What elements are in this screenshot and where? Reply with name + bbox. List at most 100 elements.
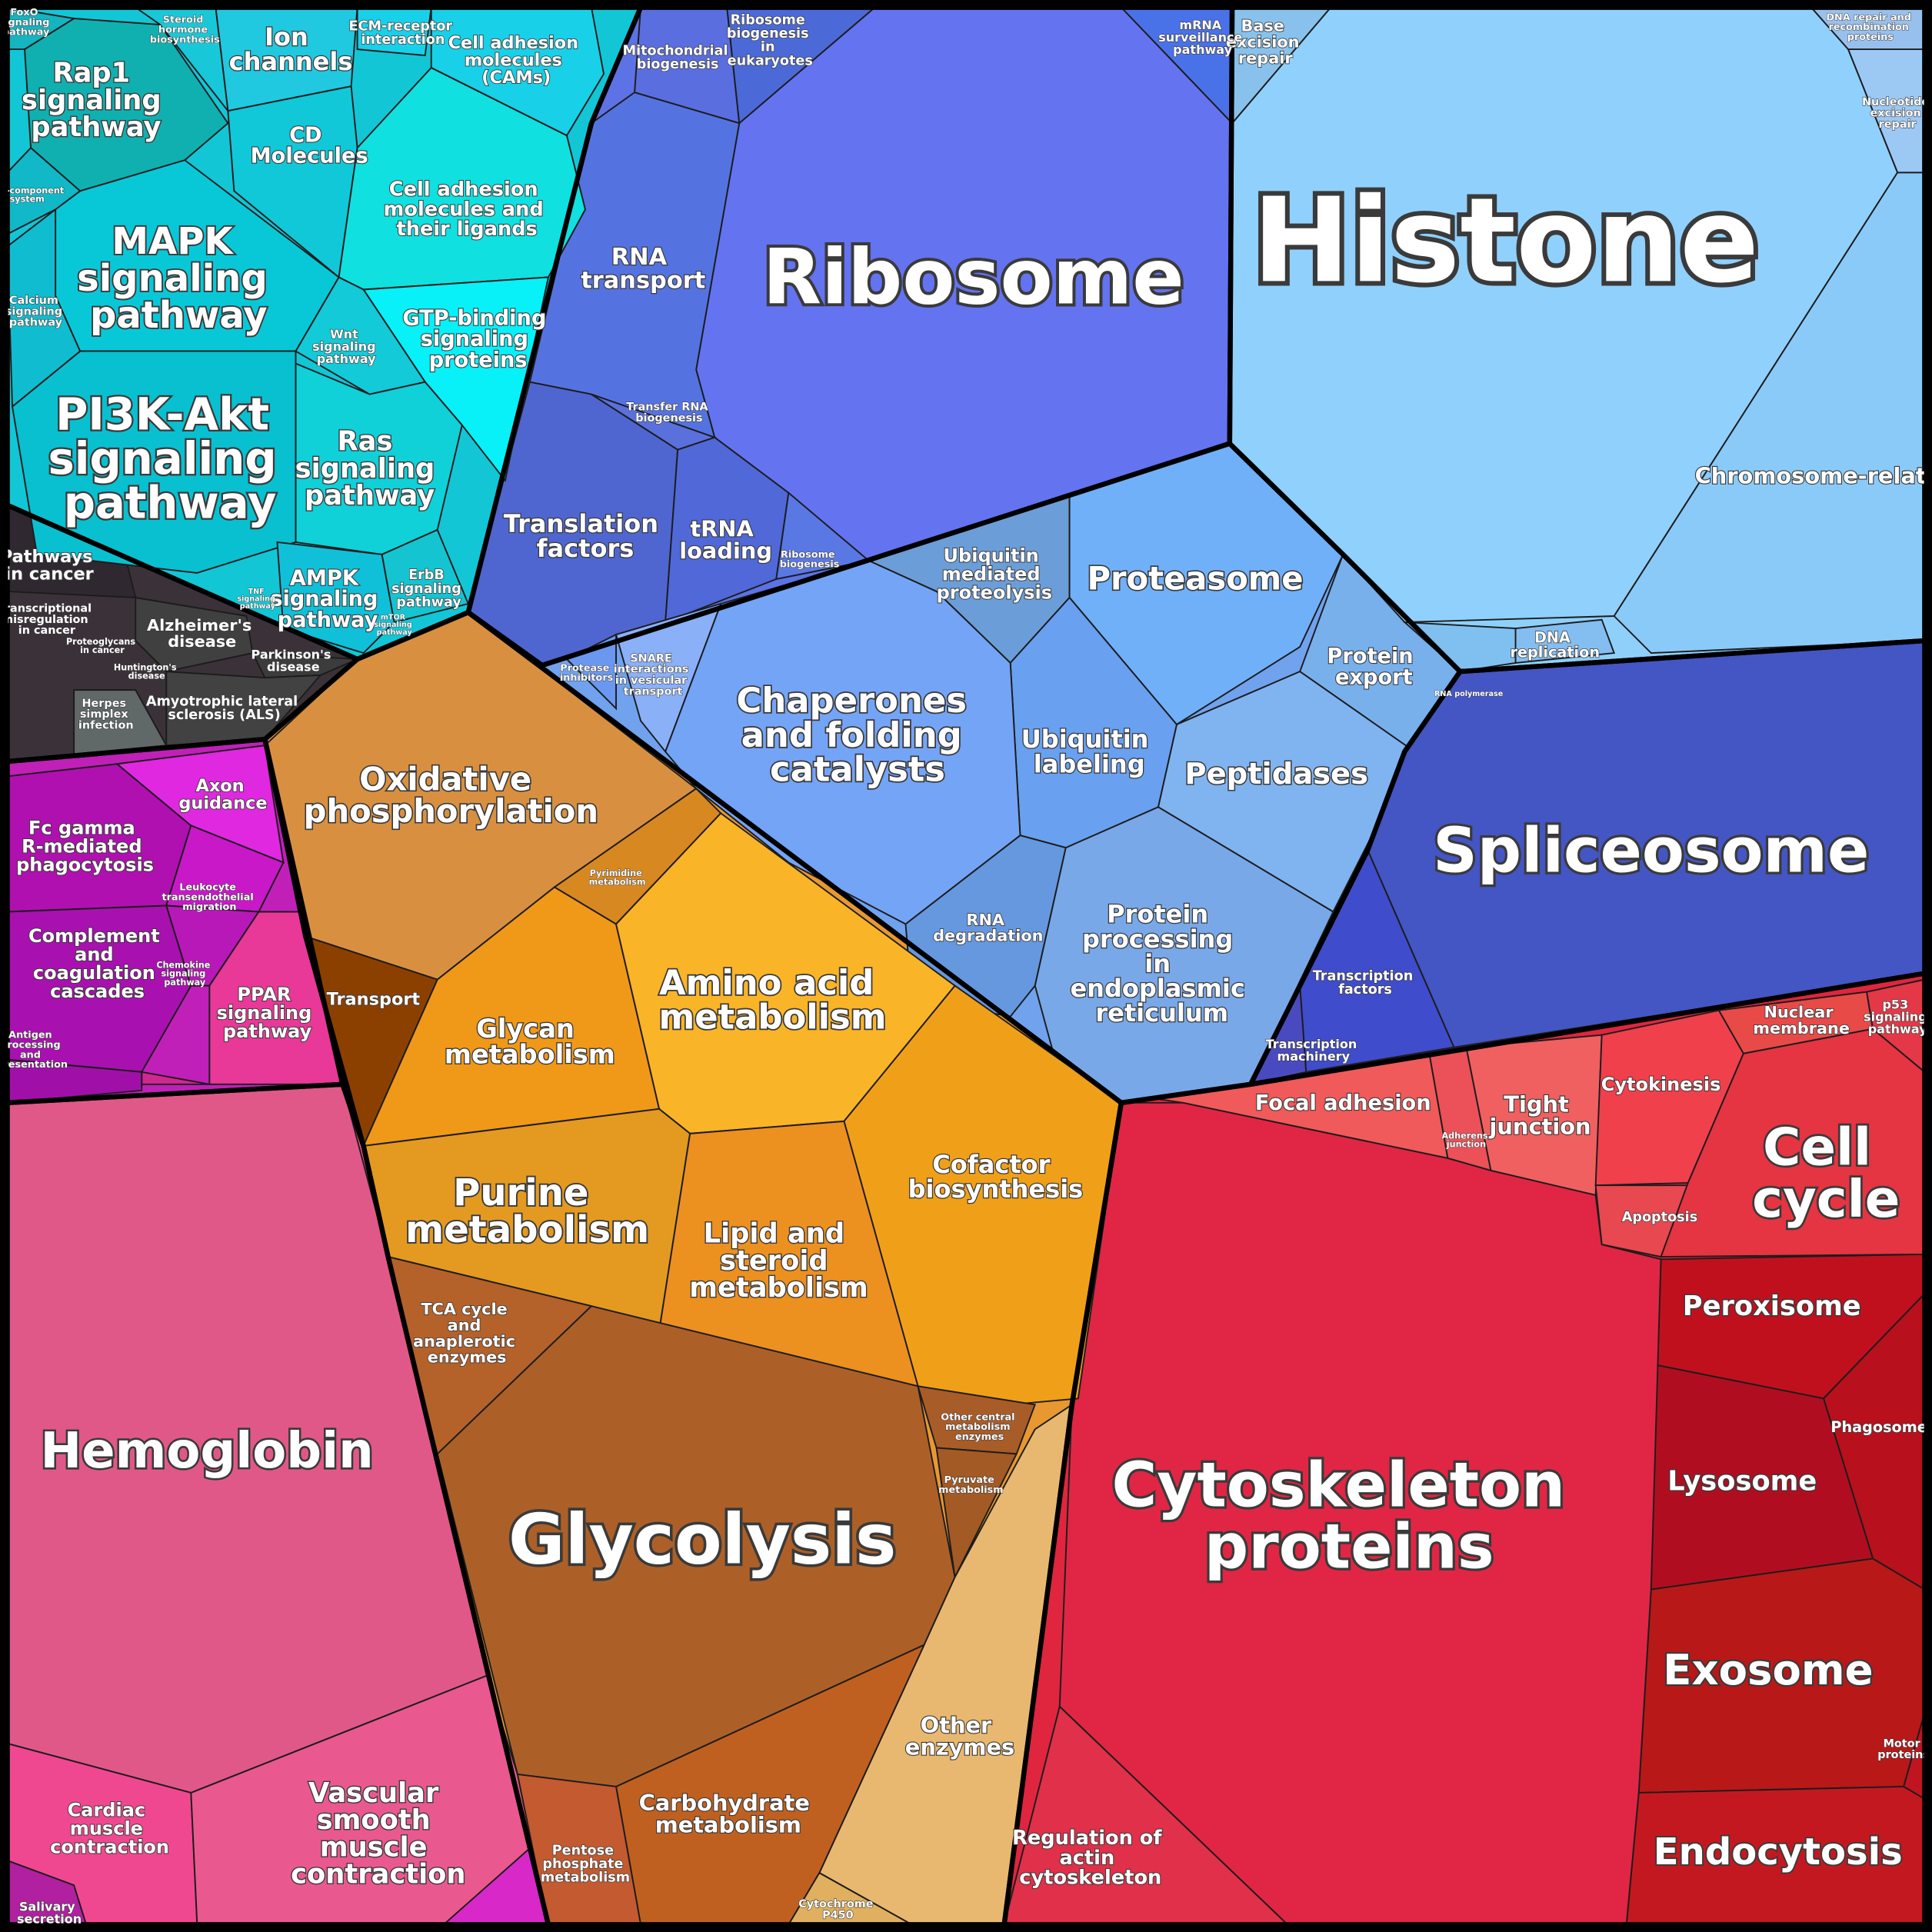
label-line: Phagosome [1830,1418,1927,1436]
cell-label: Exosome [1663,1645,1873,1694]
label-line: Mitochondrial [623,43,733,58]
label-line: membrane [1753,1019,1850,1038]
cell-label: Chromosome-related [1695,462,1932,488]
label-line: loading [679,538,772,564]
label-line: in vesicular [615,675,691,687]
label-line: signaling [295,452,445,484]
label-line: ErbB [408,568,449,583]
cell-label: Amyotrophic lateral sclerosis (ALS) [146,694,303,723]
label-line: pathway [2,26,50,38]
cell-label: Pyrimidine metabolism [589,868,646,887]
cell-label: Alzheimer's disease [147,616,258,651]
label-line: cytoskeleton [1019,1867,1161,1890]
cell-label: Pentose phosphate metabolism [541,1843,630,1885]
label-line: Base [1241,17,1290,35]
label-line: biogenesis [727,26,814,42]
cell-label: Purine metabolism [405,1171,649,1251]
label-line: disease [128,671,165,681]
label-line: Ubiquitin [1021,724,1158,754]
label-line: hormone [158,24,212,35]
cell-label: ECM-receptor interaction [349,18,458,48]
label-line: endoplasmic [1070,974,1254,1003]
label-line: contraction [291,1858,465,1890]
label-line: factors [1338,982,1392,998]
cell-label: Axon guidance [178,776,267,813]
label-line: channels [229,47,353,76]
label-line: Pathways [0,547,98,567]
cell-label: Cytokinesis [1601,1074,1721,1095]
label-line: metabolism [938,1484,1003,1495]
label-line: biosynthesis [150,34,220,45]
label-line: Ras [338,425,402,457]
label-line: Focal adhesion [1255,1091,1431,1114]
label-line: Ribosome [781,548,838,560]
cell-label: Cytochrome P450 [798,1898,877,1921]
cell [6,208,82,408]
label-line: and [448,1316,487,1334]
label-line: inhibitors [560,672,614,684]
cell [935,1447,1018,1580]
label-line: Protease [560,662,613,674]
label-line: pathway [1868,1021,1927,1036]
cell-label: DNA replication [1511,628,1600,661]
label-line: Glycan [476,1013,583,1043]
cell [135,596,254,673]
label-line: Cell [1763,1118,1890,1178]
label-line: pathway [223,1021,312,1042]
label-line: Steroid [163,14,207,25]
label-line: sclerosis (ALS) [168,708,280,723]
cell-label: Fc gamma R-mediated phagocytosis [16,818,154,876]
cell-label: Ion channels [229,22,353,76]
label-line: in [761,40,780,55]
label-line: signaling [5,305,66,318]
label-line: excision [1226,32,1305,51]
label-line: RNA [611,244,675,271]
cell-label: FoxO signaling pathway [0,7,53,38]
label-line: molecules and [384,198,551,221]
cell-label: p53 signaling pathway [1864,997,1931,1036]
label-line: Fc gamma [28,818,142,839]
cell-label: TNF signaling pathway [237,587,278,610]
label-line: CD [289,123,329,147]
label-line: Peptidases [1184,757,1368,791]
cell-label: Proteoglycans in cancer [66,636,138,655]
label-line: signaling [312,339,380,354]
label-line: metabolism [689,1272,868,1304]
label-line: smooth [317,1804,440,1836]
label-line: RNA polymerase [1434,689,1504,698]
cell-label: Ubiquitin labeling [1021,724,1158,778]
cell-label: Cell cycle [1752,1118,1900,1229]
label-line: molecules [465,51,568,71]
label-line: anaplerotic [413,1332,521,1351]
cell-label: Lipid and steroid metabolism [689,1217,868,1303]
cell-label: Adherens junction [1441,1131,1491,1149]
label-line: signaling [48,432,291,485]
cells [6,6,1926,1926]
cell-label: Wnt signaling pathway [312,327,380,366]
label-line: Protein [1327,645,1421,668]
label-line: and [75,944,120,965]
label-line: MAPK [112,220,245,263]
label-line: FoxO [10,7,42,18]
label-line: in cancer [5,565,93,585]
cell [295,276,427,395]
cell-label: Ras signaling pathway [295,425,445,511]
cell-label: Mitochondrial biogenesis [623,43,733,72]
cell-label: Leukocyte transendothelial migration [162,881,257,913]
label-line: metabolism [405,1208,649,1251]
cell-label: Tight junction [1489,1091,1591,1139]
label-line: system [10,194,45,204]
label-line: muscle [70,1817,150,1839]
label-line: Ion [265,22,317,52]
label-line: infection [78,720,134,732]
label-line: Cytokinesis [1601,1074,1721,1095]
cell-label: Proteasome [1088,559,1304,597]
label-line: Parkinson's [251,647,336,661]
label-line: Two-component [0,185,67,195]
label-line: Ribosome [763,233,1184,321]
label-line: in cancer [80,645,125,655]
label-line: Pyruvate [944,1474,998,1486]
label-line: transport [581,267,705,294]
cell [165,671,322,747]
